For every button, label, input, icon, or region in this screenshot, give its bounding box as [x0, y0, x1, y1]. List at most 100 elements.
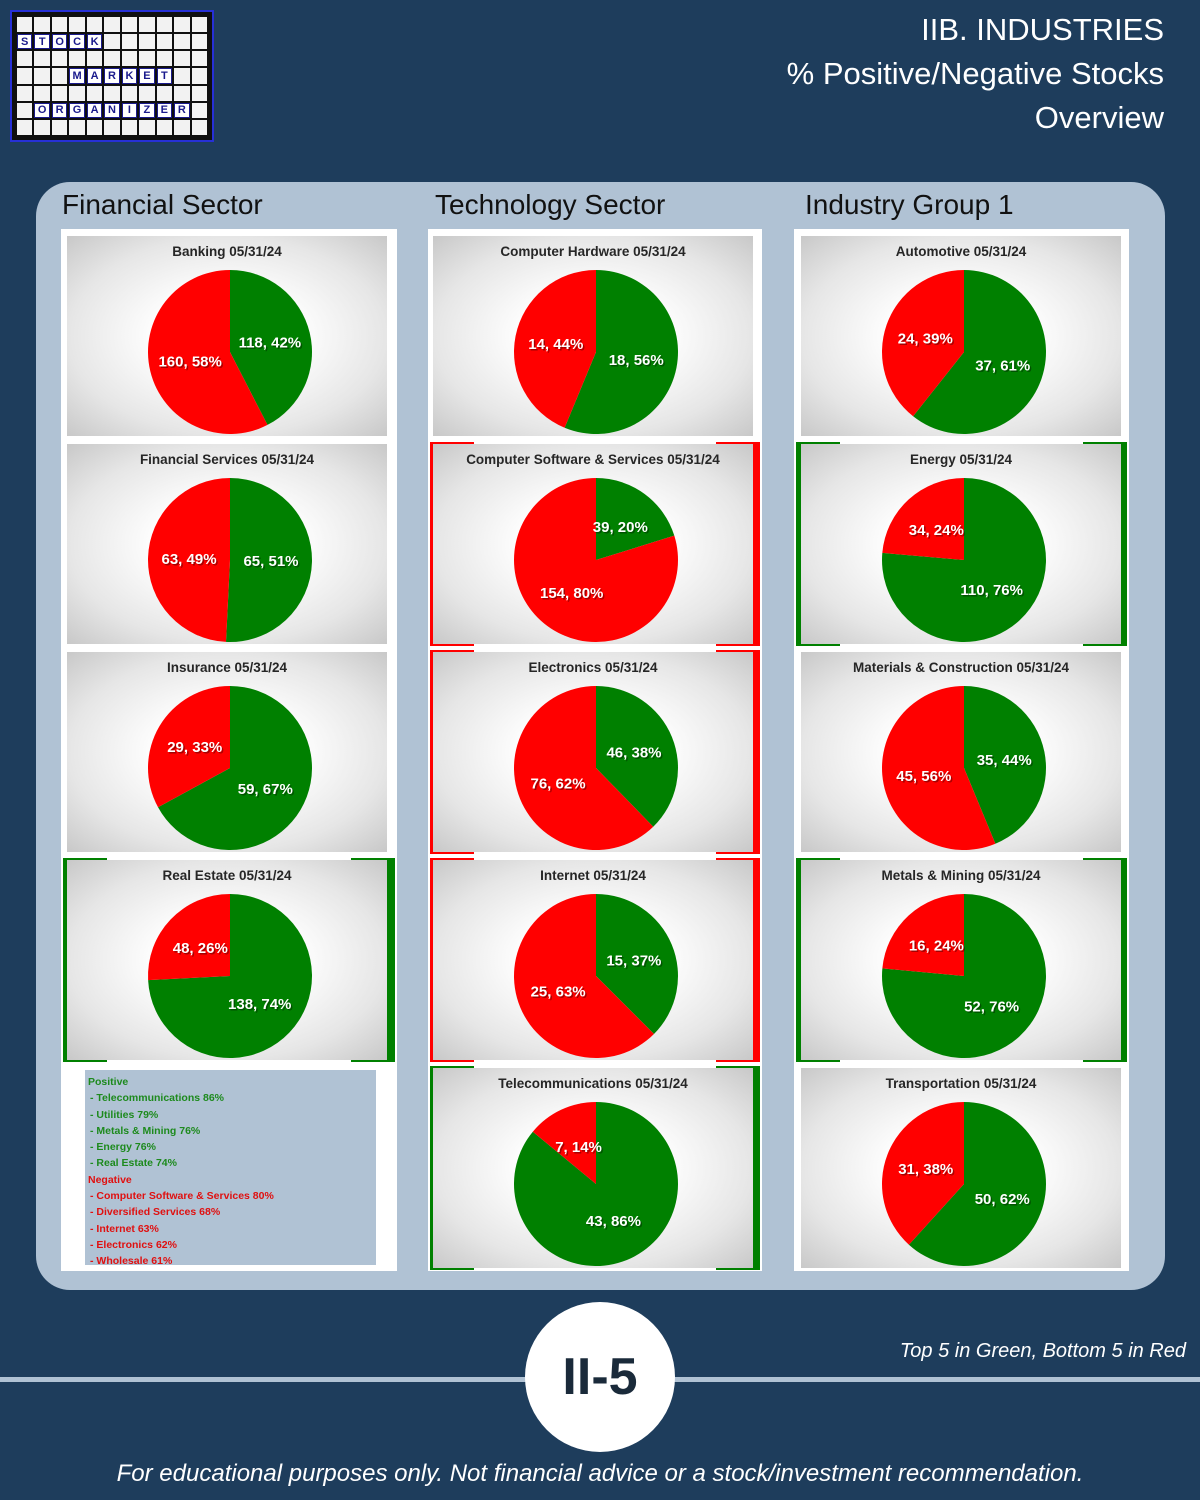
data-label-negative: 14, 44% [528, 336, 583, 353]
pie-slice-positive [596, 478, 675, 560]
divider [0, 1377, 530, 1382]
data-label-positive: 65, 51% [243, 553, 298, 570]
logo-cell [191, 119, 207, 135]
data-label-negative: 34, 24% [909, 522, 964, 539]
pie-chart: 43, 86%43, 86%7, 14%7, 14% [514, 1102, 678, 1266]
data-label-negative-shadow: 25, 63% [532, 985, 587, 1002]
logo-cell [86, 51, 103, 67]
top-bottom-summary: Positive - Telecommunications 86% - Util… [85, 1070, 376, 1267]
data-label-negative-shadow: 48, 26% [174, 941, 229, 958]
pie-chart: 65, 51%65, 51%63, 49%63, 49% [148, 478, 313, 642]
chart-title: Real Estate 05/31/24 [162, 868, 292, 883]
data-label-negative: 76, 62% [530, 775, 585, 792]
logo-cell [86, 17, 103, 33]
logo-cell [174, 51, 190, 67]
summary-positive-item: - Utilities 79% [90, 1108, 159, 1121]
summary-negative-item: - Computer Software & Services 80% [90, 1190, 274, 1203]
logo-cell [104, 119, 120, 135]
logo-cell [51, 68, 68, 84]
pie-chart-card: 39, 20% 39, 20% 154, 80% 154, 80% Computer S… [433, 444, 753, 644]
pie-slice-negative [882, 270, 964, 417]
pie-chart-card: 37, 61% 37, 61% 24, 39% 24, 39% Automotive 0… [801, 236, 1121, 436]
data-label-positive-shadow: 18, 56% [610, 353, 665, 370]
pie-slice-negative [148, 686, 230, 808]
data-label-positive: 59, 67% [238, 781, 293, 798]
divider [670, 1377, 1200, 1382]
sector-heading-industry: Industry Group 1 [805, 189, 1014, 220]
logo-cell [121, 17, 138, 33]
summary-negative-item: - Wholesale 61% [90, 1255, 173, 1268]
logo-cell [139, 119, 155, 135]
logo-cell [121, 119, 138, 135]
logo-cell [191, 17, 207, 33]
pie-chart-card: 50, 62% 50, 62% 31, 38% 31, 38% Transportati… [801, 1068, 1121, 1268]
pie-slice-positive [225, 478, 313, 642]
pie-chart-card: 15, 37% 15, 37% 25, 63% 25, 63% Internet 05/… [433, 860, 753, 1060]
pie-slice-positive [230, 270, 312, 425]
logo-cell [34, 68, 50, 84]
data-label-negative-shadow: 14, 44% [530, 338, 585, 355]
pie-slice-negative [147, 270, 268, 434]
data-label-positive: 52, 76% [964, 998, 1019, 1015]
data-label-positive-shadow: 138, 74% [230, 998, 293, 1015]
data-label-negative: 48, 26% [173, 940, 228, 957]
data-label-positive: 35, 44% [977, 752, 1032, 769]
pie-slice-negative [513, 686, 654, 850]
pie-slice-positive [564, 270, 678, 434]
logo-cell [121, 85, 138, 101]
logo-cell: Z [139, 102, 155, 118]
logo-cell: A [86, 102, 103, 118]
logo-cell [17, 119, 33, 135]
logo-cell [174, 34, 190, 50]
chart-title: Transportation 05/31/24 [885, 1076, 1037, 1091]
logo-cell: R [104, 68, 120, 84]
data-label-positive: 15, 37% [606, 952, 661, 969]
data-label-positive: 37, 61% [975, 357, 1030, 374]
logo-cell [104, 85, 120, 101]
data-label-negative-shadow: 34, 24% [910, 523, 965, 540]
logo-cell [69, 51, 85, 67]
data-label-negative-shadow: 24, 39% [899, 332, 954, 349]
pie-chart: 15, 37%15, 37%25, 63%25, 63% [514, 894, 678, 1058]
summary-positive-item: - Energy 76% [90, 1141, 156, 1154]
logo-cell [51, 51, 68, 67]
pie-chart-card: 46, 38% 46, 38% 76, 62% 76, 62% Electronics … [433, 652, 753, 852]
logo-cell [139, 51, 155, 67]
data-label-positive-shadow: 59, 67% [239, 782, 294, 799]
data-label-positive-shadow: 50, 62% [976, 1192, 1031, 1209]
data-label-positive-shadow: 52, 76% [966, 1000, 1021, 1017]
pie-slice-negative [514, 478, 678, 642]
pie-slice-negative [882, 478, 964, 560]
data-label-positive: 118, 42% [239, 334, 302, 351]
logo-cell: G [69, 102, 85, 118]
header-subtitle: % Positive/Negative Stocks [786, 56, 1164, 91]
chart-title: Energy 05/31/24 [909, 452, 1013, 467]
data-label-positive-shadow: 39, 20% [594, 520, 649, 537]
logo-cell [34, 17, 50, 33]
pie-chart: 35, 44%35, 44%45, 56%45, 56% [882, 686, 1046, 850]
logo-cell [174, 17, 190, 33]
data-label-negative: 16, 24% [909, 938, 964, 955]
logo-cell: E [156, 102, 173, 118]
pie-slice-negative [148, 478, 230, 642]
logo-cell: T [34, 34, 50, 50]
pie-slice-negative [532, 1102, 596, 1184]
pie-chart-card: 65, 51% 65, 51% 63, 49% 63, 49% Financial Se… [67, 444, 387, 644]
logo-cell [191, 51, 207, 67]
logo-cell [121, 34, 138, 50]
pie-slice-positive [964, 686, 1046, 844]
logo-cell [69, 85, 85, 101]
data-label-negative-shadow: 7, 14% [557, 1140, 604, 1157]
logo-cell: R [51, 102, 68, 118]
logo-cell [156, 51, 173, 67]
pie-slice-negative [148, 894, 230, 981]
logo-cell: K [121, 68, 138, 84]
logo-cell: E [139, 68, 155, 84]
data-label-negative-shadow: 63, 49% [163, 552, 218, 569]
data-label-negative: 7, 14% [555, 1139, 602, 1156]
summary-positive-item: - Real Estate 74% [90, 1157, 177, 1170]
pie-slice-positive [913, 270, 1046, 434]
chart-title: Insurance 05/31/24 [166, 660, 288, 675]
data-label-negative-shadow: 76, 62% [532, 777, 587, 794]
header-title: IIB. INDUSTRIES [921, 12, 1164, 47]
